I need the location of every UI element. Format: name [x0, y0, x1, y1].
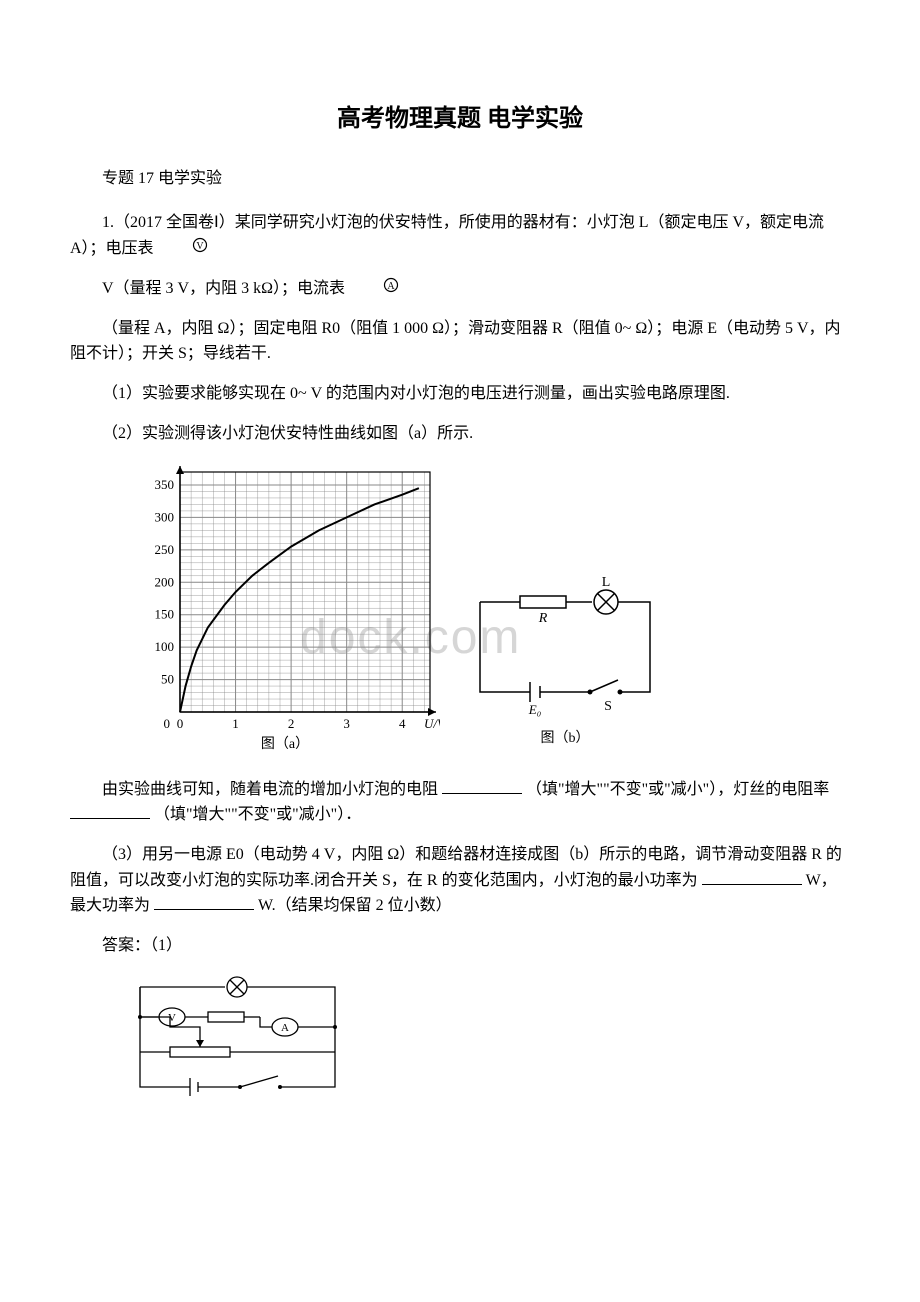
- text-q3a: 由实验曲线可知，随着电流的增加小灯泡的电阻: [102, 781, 438, 798]
- paragraph-1b: V（量程 3 V，内阻 3 kΩ）；电流表 A: [70, 276, 850, 302]
- text-q4c: W.（结果均保留 2 位小数）: [258, 897, 452, 914]
- svg-text:2: 2: [288, 716, 295, 731]
- svg-text:3: 3: [343, 716, 350, 731]
- svg-text:0: 0: [164, 716, 171, 731]
- blank-4: [154, 894, 254, 910]
- svg-text:A: A: [387, 281, 395, 292]
- blank-2: [70, 803, 150, 819]
- question-3: 由实验曲线可知，随着电流的增加小灯泡的电阻 （填"增大""不变"或"减小"），灯…: [70, 777, 850, 828]
- paragraph-1a: 1.（2017 全国卷Ⅰ）某同学研究小灯泡的伏安特性，所使用的器材有：小灯泡 L…: [70, 210, 850, 262]
- svg-text:100: 100: [155, 639, 175, 654]
- svg-text:R: R: [538, 611, 548, 626]
- text-1b: V（量程 3 V，内阻 3 kΩ）；电流表: [102, 280, 345, 297]
- svg-text:L: L: [602, 575, 611, 590]
- figure-row: 0 1 2 3 4 50 100 150 200 250 300 350 0 I/mA U/V 图（a） R L…: [130, 462, 850, 761]
- svg-text:A: A: [281, 1022, 289, 1034]
- subtitle: 专题 17 电学实验: [70, 166, 850, 192]
- ammeter-icon: A: [351, 276, 399, 302]
- question-2: （2）实验测得该小灯泡伏安特性曲线如图（a）所示.: [70, 421, 850, 447]
- svg-text:50: 50: [161, 672, 174, 687]
- svg-text:150: 150: [155, 607, 175, 622]
- svg-text:U/V: U/V: [424, 716, 440, 731]
- svg-text:V: V: [196, 241, 204, 252]
- text-q3c: （填"增大""不变"或"减小"）．: [154, 806, 361, 823]
- question-4: （3）用另一电源 E0（电动势 4 V，内阻 Ω）和题给器材连接成图（b）所示的…: [70, 842, 850, 919]
- svg-text:S: S: [604, 699, 612, 714]
- svg-text:图（a）: 图（a）: [261, 736, 309, 752]
- paragraph-1c: （量程 A，内阻 Ω）；固定电阻 R0（阻值 1 000 Ω）；滑动变阻器 R（…: [70, 316, 850, 367]
- chart-a: 0 1 2 3 4 50 100 150 200 250 300 350 0 I/mA U/V 图（a）: [130, 462, 440, 761]
- svg-text:250: 250: [155, 542, 175, 557]
- svg-text:200: 200: [155, 574, 175, 589]
- circuit-b: R L E₀ S 图（b）: [460, 572, 670, 761]
- blank-1: [442, 778, 522, 794]
- svg-text:图（b）: 图（b）: [541, 730, 590, 746]
- svg-text:350: 350: [155, 477, 175, 492]
- question-1: （1）实验要求能够实现在 0~ V 的范围内对小灯泡的电压进行测量，画出实验电路…: [70, 381, 850, 407]
- answer-circuit: VA: [130, 972, 850, 1111]
- svg-text:I/mA: I/mA: [193, 462, 219, 465]
- page-title: 高考物理真题 电学实验: [70, 100, 850, 138]
- svg-text:1: 1: [232, 716, 239, 731]
- voltmeter-icon: V: [160, 236, 208, 262]
- svg-text:E₀: E₀: [528, 702, 541, 717]
- svg-text:4: 4: [399, 716, 406, 731]
- svg-text:V: V: [168, 1012, 176, 1024]
- svg-text:0: 0: [177, 716, 184, 731]
- svg-text:300: 300: [155, 510, 175, 525]
- blank-3: [702, 869, 802, 885]
- text-q3b: （填"增大""不变"或"减小"），灯丝的电阻率: [526, 781, 829, 798]
- answer-label: 答案：（1）: [70, 933, 850, 959]
